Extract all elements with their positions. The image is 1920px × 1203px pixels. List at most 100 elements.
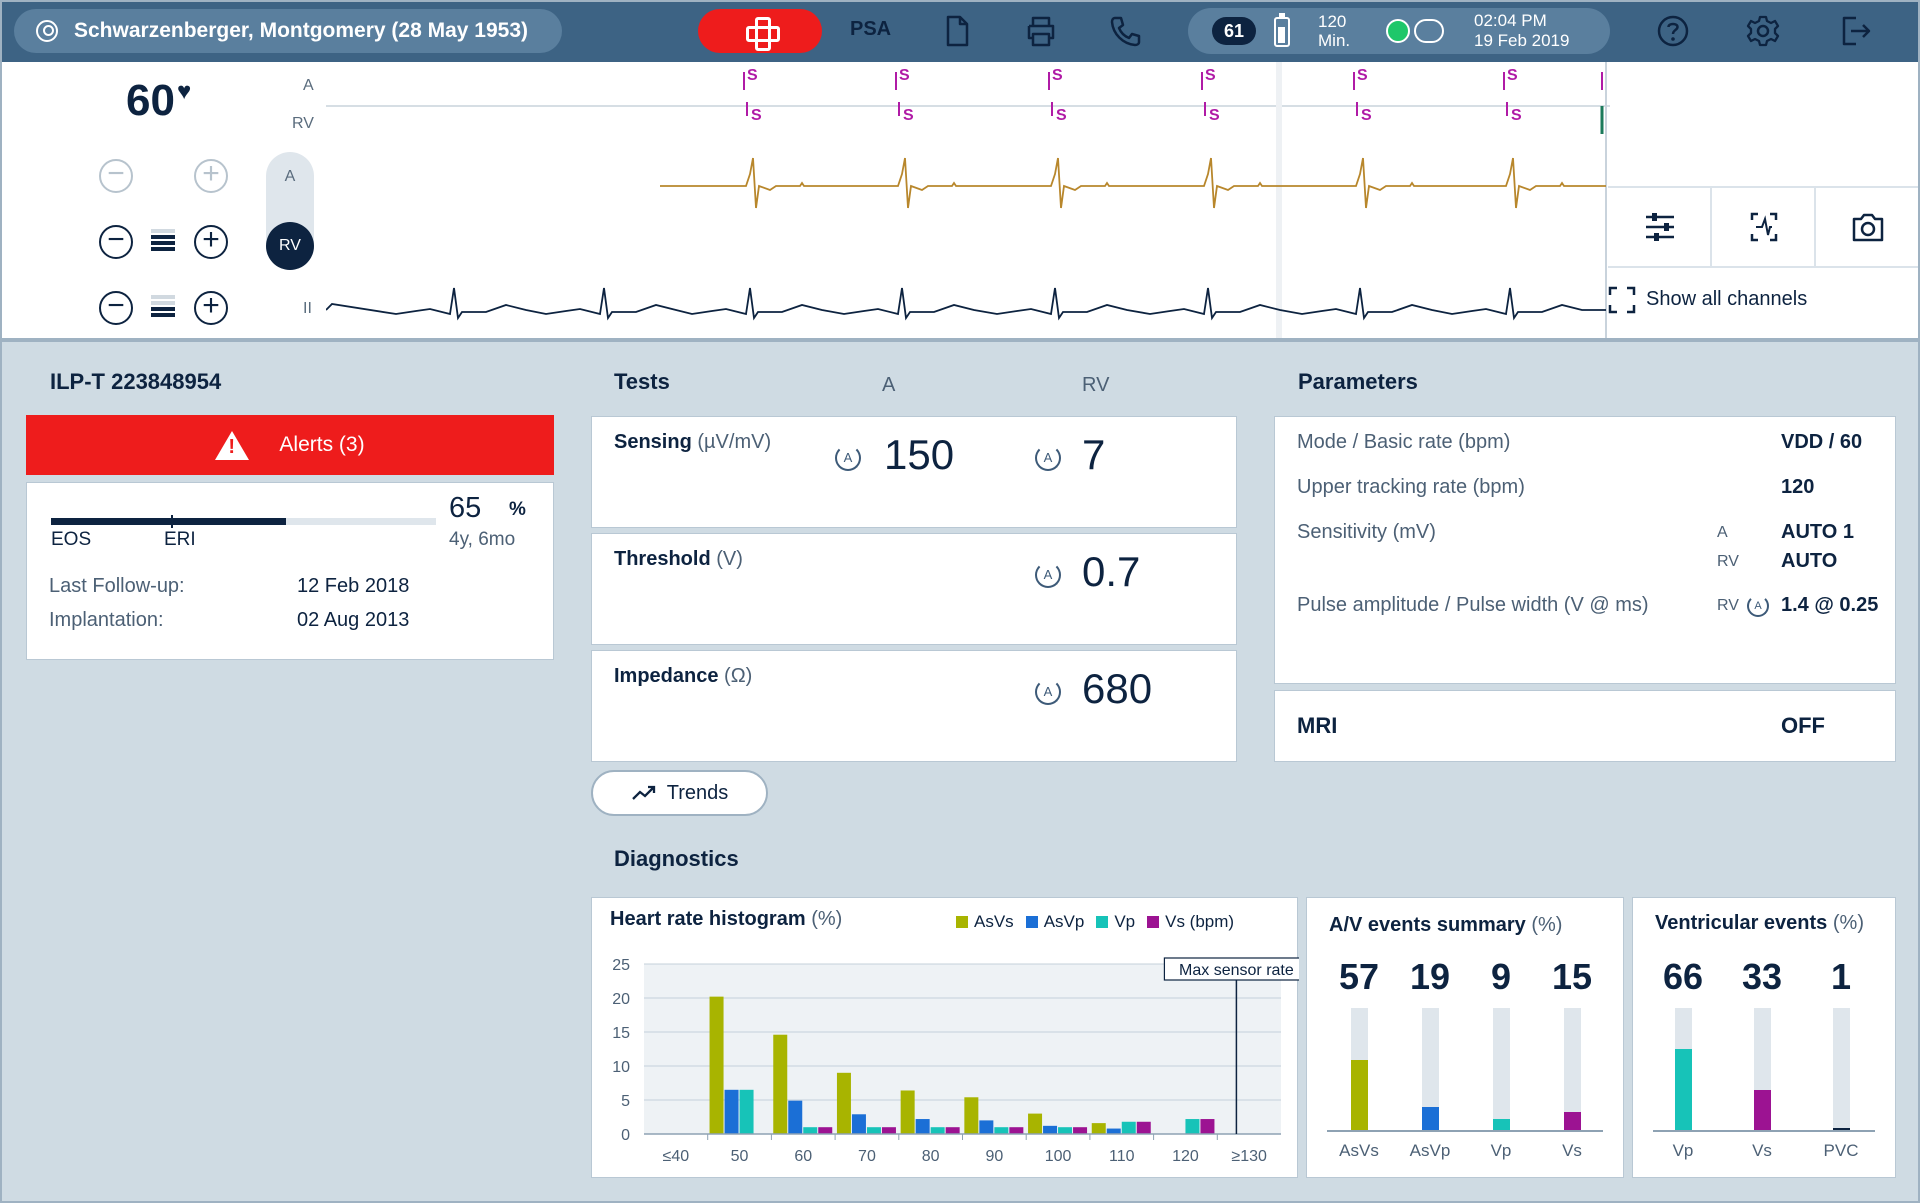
user-icon [36, 20, 58, 42]
histogram-bar [1091, 1123, 1106, 1134]
sensing-a-value: 150 [884, 431, 955, 478]
legend-item: AsVs [956, 912, 1014, 931]
histogram-bar [739, 1089, 754, 1134]
param-value: 1.4 @ 0.25 [1781, 594, 1879, 616]
mri-value: OFF [1781, 713, 1825, 738]
auto-measure-icon: A [1035, 562, 1061, 588]
logout-icon[interactable] [1838, 14, 1872, 48]
auto-measure-icon: A [835, 445, 861, 471]
strip-tools: Show all channels [1608, 186, 1920, 338]
emergency-button[interactable] [698, 9, 822, 53]
legend-swatch [1025, 916, 1038, 928]
event-bar [1833, 1128, 1850, 1130]
sense-marker: SS [743, 67, 762, 124]
lead-toggle[interactable]: A RV [266, 152, 314, 270]
event-bar-track [1564, 1008, 1581, 1130]
connection-status-icon [1386, 19, 1410, 43]
histogram-bar [818, 1127, 833, 1134]
divider [0, 338, 1920, 342]
tests-title: Tests [614, 369, 670, 394]
rv-egm-trace [660, 157, 1606, 209]
print-icon[interactable] [1024, 14, 1058, 48]
ventricular-events-title: Ventricular events (%) [1655, 912, 1864, 934]
threshold-test-card[interactable]: Threshold (V) A 0.7 [591, 533, 1237, 645]
gain-minus-rv-button[interactable]: − [99, 225, 133, 259]
toggle-option-rv[interactable]: RV [266, 222, 314, 270]
toggle-option-a[interactable]: A [284, 168, 296, 185]
x-tick-label: 70 [858, 1148, 876, 1165]
marker-label: S [751, 107, 762, 124]
impedance-test-card[interactable]: Impedance (Ω) A 680 [591, 650, 1237, 762]
gain-minus-ii-button[interactable]: − [99, 291, 133, 325]
histogram-card[interactable]: Heart rate histogram (%) AsVs AsVp Vp Vs (b… [591, 897, 1299, 1178]
marker-label: S [899, 67, 910, 84]
parameters-card[interactable]: Mode / Basic rate (bpm) VDD / 60 Upper t… [1274, 416, 1896, 684]
x-tick-label: 60 [794, 1148, 812, 1165]
event-bar-track [1351, 1008, 1368, 1130]
trend-chart-icon [631, 785, 655, 800]
baseline [1653, 1130, 1875, 1132]
histogram-bar [979, 1120, 994, 1134]
baseline [1327, 1130, 1603, 1132]
eri-label: ERI [164, 529, 196, 550]
rate-readout: 120 Min. [1318, 12, 1351, 50]
event-bar-track [1675, 1008, 1692, 1130]
max-sensor-rate-label: Max sensor rate [1179, 962, 1294, 979]
device-status: 61 120 Min. 02:04 PM 19 Feb 2019 [1188, 8, 1610, 54]
sensing-label: Sensing (µV/mV) [614, 431, 772, 453]
sense-marker: SS [1201, 67, 1220, 124]
show-all-channels-button[interactable]: Show all channels [1608, 286, 1808, 314]
document-icon[interactable] [940, 14, 974, 48]
filter-settings-button[interactable] [1608, 188, 1712, 266]
show-all-channels-label: Show all channels [1646, 288, 1808, 310]
psa-button[interactable]: PSA [850, 18, 892, 40]
x-tick-label: ≤40 [663, 1148, 690, 1165]
x-tick-label: 90 [985, 1148, 1003, 1165]
histogram-bar [1200, 1119, 1215, 1134]
calipers-button[interactable] [1712, 188, 1816, 266]
sense-marker: SS [895, 67, 914, 124]
marker-label: S [1209, 107, 1220, 124]
warning-icon [215, 430, 250, 460]
histogram-bar [866, 1127, 881, 1134]
event-value: 15 [1551, 956, 1593, 997]
help-icon[interactable] [1656, 14, 1690, 48]
event-bar-track [1422, 1008, 1439, 1130]
ventricular-events-card[interactable]: Ventricular events (%) 66 Vp 33 Vs 1 PVC [1632, 897, 1896, 1178]
battery-card: EOS ERI 65 % 4y, 6mo Last Follow-up: 12 … [26, 482, 554, 660]
battery-time-remaining: 4y, 6mo [449, 529, 516, 550]
patient-selector[interactable]: Schwarzenberger, Montgomery (28 May 1953… [14, 9, 562, 53]
x-tick-label: 100 [1045, 1148, 1072, 1165]
av-events-title: A/V events summary (%) [1329, 914, 1563, 936]
param-label: Upper tracking rate (bpm) [1297, 476, 1525, 498]
gain-plus-ii-button[interactable]: + [194, 291, 228, 325]
implantation-value: 02 Aug 2013 [297, 609, 410, 631]
marker-label: S [1361, 107, 1372, 124]
sense-marker: SS [1048, 67, 1067, 124]
marker-label: S [1205, 67, 1216, 84]
heart-icon: ♥ [177, 78, 192, 105]
mri-card[interactable]: MRI OFF [1274, 690, 1896, 762]
legend-swatch [956, 916, 968, 928]
histogram-bar [930, 1127, 945, 1134]
histogram-bar [1121, 1121, 1136, 1134]
sensing-rv-value: 7 [1082, 431, 1106, 478]
event-label: AsVp [1409, 1141, 1451, 1160]
histogram-title: Heart rate histogram (%) [610, 908, 843, 930]
av-events-card[interactable]: A/V events summary (%) 57 AsVs 19 AsVp 9 Vp 15… [1306, 897, 1624, 1178]
gain-plus-a-button[interactable]: + [194, 159, 228, 193]
gain-plus-rv-button[interactable]: + [194, 225, 228, 259]
param-value: AUTO [1781, 550, 1838, 572]
legend-item: Vp [1096, 912, 1135, 931]
phone-icon[interactable] [1108, 14, 1142, 48]
sense-marker: SS [1503, 67, 1522, 124]
sensing-test-card[interactable]: Sensing (µV/mV) A 150 A 7 [591, 416, 1237, 528]
gain-minus-a-button[interactable]: − [99, 159, 133, 193]
snapshot-button[interactable] [1816, 188, 1920, 266]
alerts-button[interactable]: Alerts (3) [26, 415, 554, 475]
histogram-bar [709, 996, 724, 1134]
settings-gear-icon[interactable] [1746, 14, 1780, 48]
marker-label: S [1357, 67, 1368, 84]
y-tick-label: 20 [612, 991, 630, 1008]
trends-button[interactable]: Trends [591, 770, 768, 816]
